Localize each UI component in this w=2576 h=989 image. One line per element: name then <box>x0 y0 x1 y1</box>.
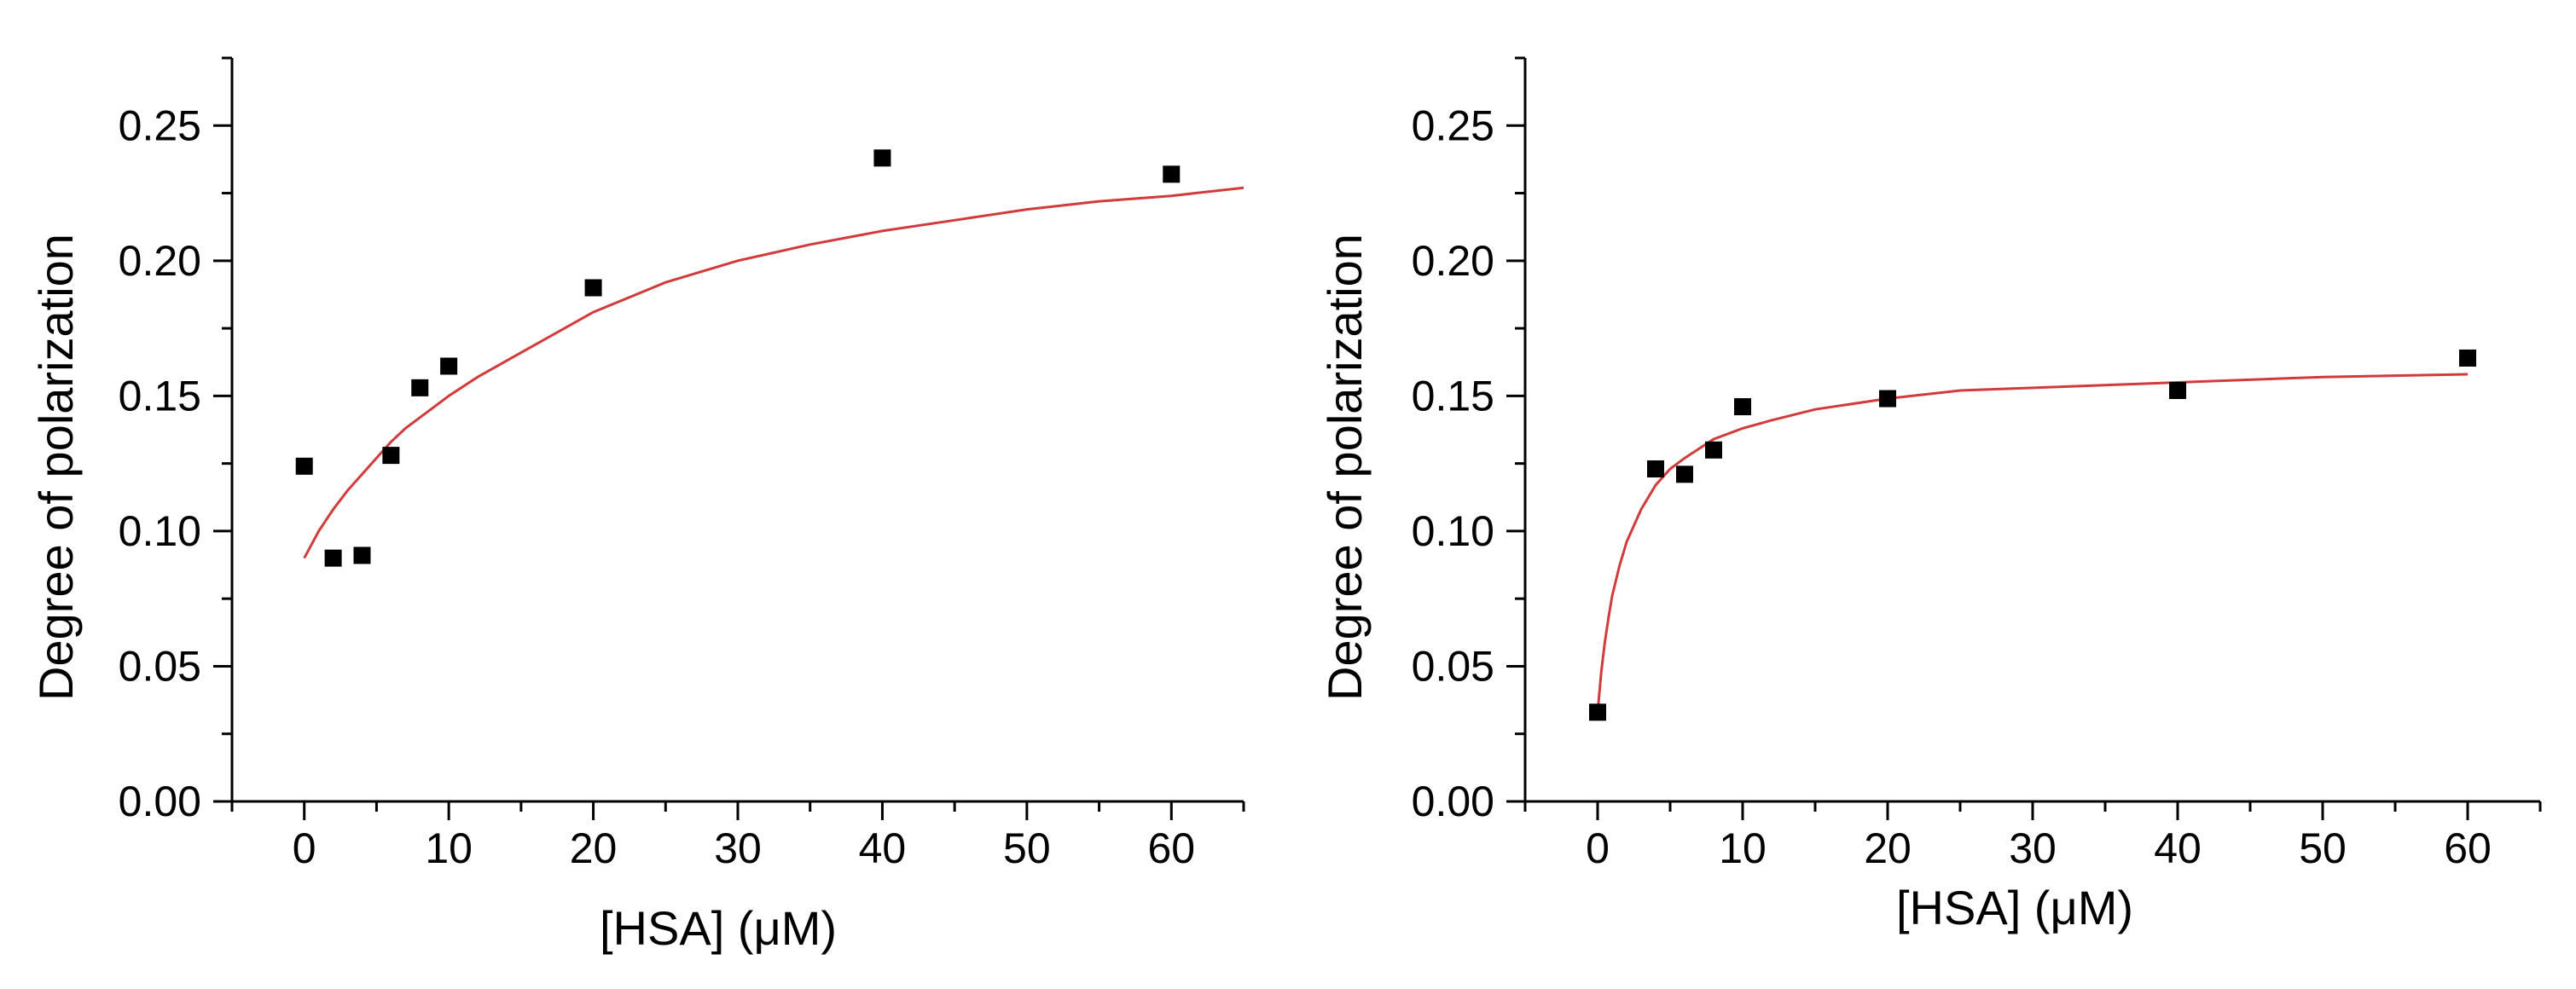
data-point <box>1163 165 1181 183</box>
fit-curve <box>303 186 1244 559</box>
data-point <box>2459 349 2476 367</box>
y-axis-title: Degree of polarization <box>1318 234 1372 701</box>
data-point <box>382 447 400 465</box>
x-tick-label: 20 <box>1864 824 1912 872</box>
x-tick-label: 50 <box>2299 824 2347 872</box>
x-tick-label: 40 <box>2154 824 2202 872</box>
x-axis-title: [HSA] (μM) <box>1896 881 2133 934</box>
x-tick-label: 40 <box>859 824 907 872</box>
data-point <box>584 279 602 297</box>
left-panel: Degree of polarization [HSA] (μM) 0.00 0.… <box>29 56 1245 955</box>
x-tick-label: 50 <box>1003 824 1051 872</box>
y-tick-label: 0.10 <box>1412 507 1494 555</box>
data-point <box>2169 382 2186 400</box>
y-tick-label: 0.25 <box>119 101 201 149</box>
y-axis-title: Degree of polarization <box>29 234 83 701</box>
y-tick-label: 0.00 <box>119 778 201 825</box>
right-panel: Degree of polarization [HSA] (μM) 0.00 0.… <box>1318 56 2542 934</box>
y-tick-label: 0.15 <box>119 372 201 419</box>
y-tick-label: 0.25 <box>1412 101 1494 149</box>
data-point <box>1589 703 1606 721</box>
fit-curve <box>1596 373 2469 713</box>
x-tick-label: 60 <box>1147 824 1195 872</box>
data-point <box>295 457 313 475</box>
x-tick-label: 20 <box>570 824 618 872</box>
data-point <box>1647 460 1664 477</box>
x-tick-label: 10 <box>1719 824 1767 872</box>
y-tick-label: 0.10 <box>119 507 201 555</box>
x-tick-label: 60 <box>2444 824 2492 872</box>
data-point <box>353 547 371 564</box>
data-point <box>1705 441 1722 459</box>
x-tick-label: 0 <box>1586 824 1610 872</box>
x-tick-label: 30 <box>2009 824 2057 872</box>
data-point <box>1879 390 1896 408</box>
x-tick-label: 0 <box>293 824 316 872</box>
data-point <box>324 549 342 567</box>
x-tick-label: 10 <box>425 824 473 872</box>
y-tick-label: 0.20 <box>119 237 201 285</box>
y-tick-label: 0.15 <box>1412 372 1494 419</box>
data-point <box>1734 398 1751 416</box>
y-tick-label: 0.05 <box>1412 642 1494 690</box>
data-point <box>411 379 429 396</box>
data-point <box>873 149 891 167</box>
y-tick-label: 0.05 <box>119 642 201 690</box>
x-axis-title: [HSA] (μM) <box>600 901 837 955</box>
y-tick-label: 0.20 <box>1412 237 1494 285</box>
data-point <box>440 357 458 375</box>
y-tick-label: 0.00 <box>1412 778 1494 825</box>
data-point <box>1676 466 1693 483</box>
x-tick-label: 30 <box>714 824 762 872</box>
